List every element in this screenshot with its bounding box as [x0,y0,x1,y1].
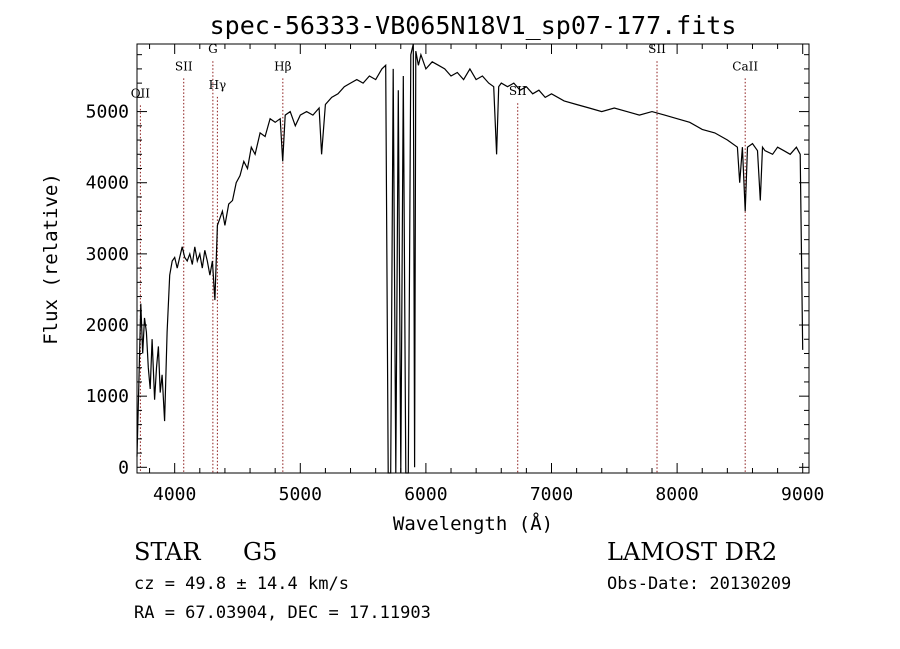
y-tick-label: 3000 [86,244,129,265]
x-tick-label: 7000 [530,484,573,505]
line-label: SII [175,59,193,73]
line-label: SII [509,84,527,98]
survey-label: LAMOST DR2 [607,538,778,566]
plot-frame [136,43,810,474]
line-label: OII [131,86,151,100]
cz-label: cz = 49.8 ± 14.4 km/s [134,574,349,594]
y-tick-label: 0 [118,457,129,478]
chart-title: spec-56333-VB065N18V1_sp07-177.fits [210,11,737,40]
x-tick-label: 8000 [655,484,698,505]
y-tick-label: 2000 [86,315,129,336]
coords-label: RA = 67.03904, DEC = 17.11903 [134,603,431,623]
y-tick-label: 5000 [86,102,129,123]
y-axis-label: Flux (relative) [40,173,62,345]
line-label: Hγ [209,78,227,92]
class-label: STAR [134,538,201,566]
line-label: CaII [732,59,758,73]
line-markers: OII SII G Hγ Hβ SII SII CaII [131,42,758,473]
line-label: G [208,42,218,56]
y-tick-label: 1000 [86,386,129,407]
line-label: SII [648,42,666,56]
x-tick-label: 5000 [279,484,322,505]
y-tick-label: 4000 [86,173,129,194]
x-tick-label: 6000 [404,484,447,505]
obs-date-label: Obs-Date: 20130209 [607,574,792,594]
line-label: Hβ [274,59,291,73]
x-tick-label: 9000 [781,484,824,505]
axis-ticks: 4000 5000 6000 7000 8000 9000 0 1000 2000 3000 400… [86,44,824,505]
subclass-label: G5 [243,538,278,566]
x-tick-label: 4000 [153,484,196,505]
spectrum-line [136,43,804,474]
x-axis-label: Wavelength (Å) [393,512,553,535]
